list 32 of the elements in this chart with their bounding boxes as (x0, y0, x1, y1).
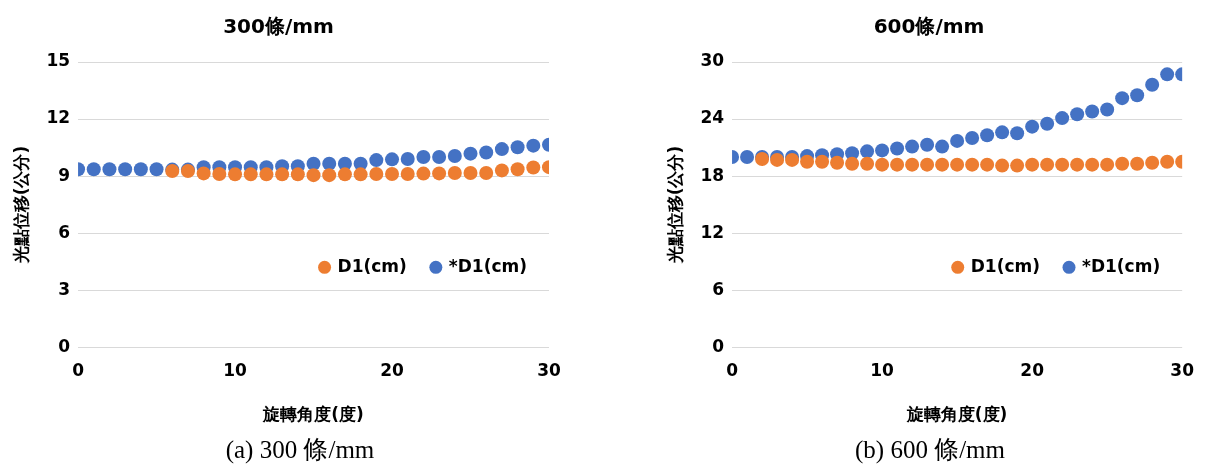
x-tick-label: 20 (1020, 359, 1045, 380)
x-axis-title: 旋轉角度(度) (905, 404, 1008, 425)
text: (b) 600 條/mm (854, 436, 1006, 464)
y-tick-label: 9 (58, 164, 71, 185)
y-axis-title: 光點位移(公分) (664, 145, 685, 265)
y-tick-label: 6 (58, 221, 71, 242)
legend-label: D1(cm) (970, 255, 1041, 276)
y-tick-label: 30 (700, 50, 725, 71)
chart-title: 300條/mm (223, 14, 334, 39)
y-tick-label: 6 (712, 278, 725, 299)
y-tick-label: 15 (46, 50, 71, 71)
y-tick-label: 24 (700, 107, 725, 128)
y-tick-label: 12 (700, 221, 725, 242)
x-tick-label: 30 (1170, 359, 1195, 380)
y-tick-label: 0 (712, 335, 725, 356)
text: (a) 300 條/mm (224, 436, 376, 464)
y-tick-label: 12 (46, 107, 71, 128)
y-tick-label: 0 (58, 335, 71, 356)
y-tick-label: 18 (700, 164, 725, 185)
x-tick-label: 10 (870, 359, 895, 380)
x-tick-label: 0 (726, 359, 739, 380)
y-tick-label: 3 (58, 278, 71, 299)
legend-label: *D1(cm) (448, 255, 528, 276)
x-tick-label: 0 (72, 359, 85, 380)
x-tick-label: 30 (537, 359, 561, 380)
chart-title: 600條/mm (873, 14, 985, 39)
x-tick-label: 10 (223, 359, 248, 380)
legend-label: D1(cm) (337, 255, 407, 276)
legend-label: *D1(cm) (1082, 255, 1161, 276)
x-axis-title: 旋轉角度(度) (262, 404, 364, 425)
y-axis-title: 光點位移(公分) (10, 145, 31, 265)
x-tick-label: 20 (380, 359, 405, 380)
